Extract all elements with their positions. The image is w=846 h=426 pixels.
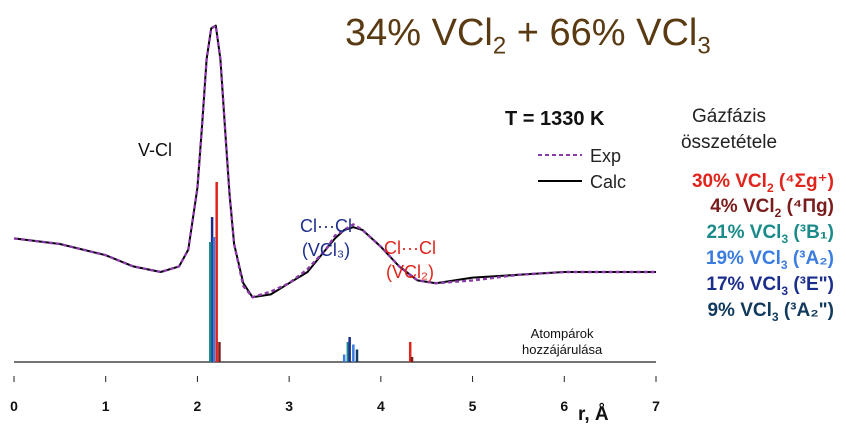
x-axis-label: r, Å	[578, 404, 609, 425]
annotation-atom-pairs: Atompárok hozzájárulása	[522, 326, 603, 357]
x-tick-label: 4	[376, 398, 385, 414]
composition-item: 9% VCl3 (³A₂")	[707, 300, 834, 324]
x-tick-label: 3	[285, 398, 294, 414]
x-tick-label: 1	[101, 398, 110, 414]
legend-calc-label: Calc	[590, 172, 627, 192]
annotation-v-cl: V-Cl	[138, 140, 173, 160]
composition-item: 21% VCl3 (³B₁)	[706, 222, 834, 246]
legend-exp-label: Exp	[590, 146, 622, 166]
annotation-clcl-vcl2: Cl···Cl (VCl₂)	[384, 238, 436, 282]
x-tick-label: 0	[10, 398, 18, 414]
x-tick-label: 5	[468, 398, 477, 414]
composition-item: 19% VCl3 (³A₂)	[705, 248, 834, 272]
composition-item: 30% VCl2 (⁴Σg⁺)	[691, 171, 834, 195]
chart-title: 34% VCl2 + 66% VCl3	[345, 12, 711, 60]
x-tick-label: 7	[652, 398, 660, 414]
x-tick-label: 2	[193, 398, 202, 414]
composition-item: 4% VCl2 (⁴Πg)	[710, 196, 834, 220]
temperature-label: T = 1330 K	[505, 108, 605, 130]
annotation-clcl-vcl3: Cl···Cl (VCl₃)	[300, 216, 352, 260]
composition-title: Gázfázis összetétele	[680, 106, 778, 153]
series-line-exp	[13, 24, 656, 299]
composition-item: 17% VCl3 (³E")	[706, 274, 834, 298]
x-tick-label: 6	[560, 398, 569, 414]
